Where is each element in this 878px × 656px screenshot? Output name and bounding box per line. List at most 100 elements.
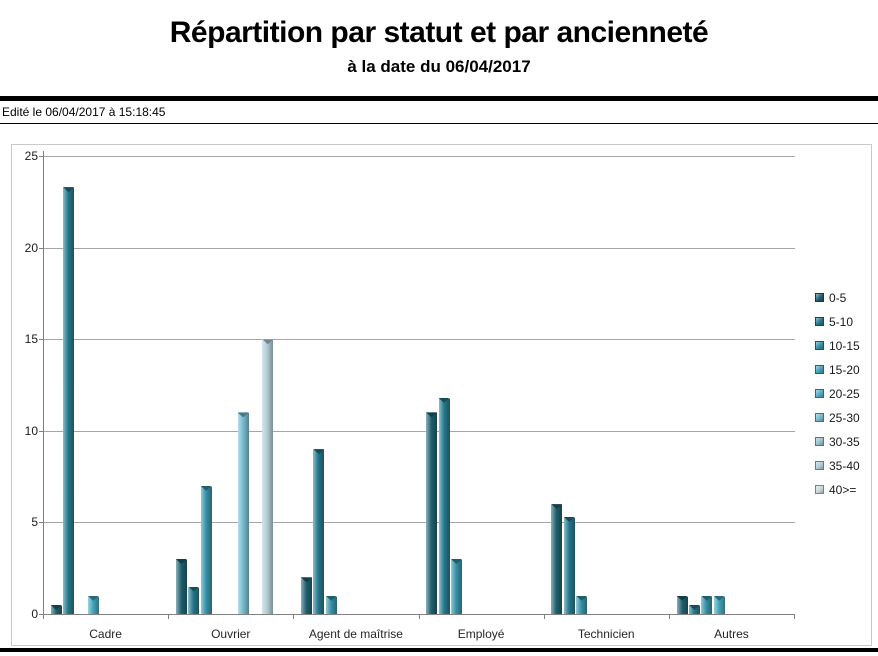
bar-slot-autres-0-5 <box>676 156 688 614</box>
bar-slot-agent-de-maitrise-5-10 <box>313 156 325 614</box>
bar-top-notch <box>313 449 325 455</box>
bar-slot-autres-25-30 <box>738 156 750 614</box>
legend-label: 15-20 <box>829 362 860 377</box>
bar-top-notch <box>87 595 99 601</box>
bar-cadre-0-5 <box>50 604 62 614</box>
bar-slot-technicien-20-25 <box>600 156 612 614</box>
bar-top-notch <box>438 397 450 403</box>
bar-autres-15-20 <box>713 595 725 614</box>
bar-slot-ouvrier-25-30 <box>237 156 249 614</box>
bar-slot-technicien-35-40 <box>637 156 649 614</box>
bar-slot-ouvrier-20-25 <box>225 156 237 614</box>
bar-slot-agent-de-maitrise-25-30 <box>362 156 374 614</box>
bar-slot-cadre-35-40 <box>137 156 149 614</box>
y-tick-mark-25 <box>39 156 44 157</box>
bar-employe-0-5 <box>426 412 438 614</box>
legend-label: 35-40 <box>829 458 860 473</box>
gridline-10 <box>44 430 795 432</box>
y-axis-line <box>43 151 44 615</box>
bar-slot-technicien-15-20 <box>588 156 600 614</box>
bar-ouvrier-10-15 <box>200 485 212 614</box>
bar-autres-0-5 <box>676 595 688 614</box>
legend-label: 25-30 <box>829 410 860 425</box>
x-category-label-autres: Autres <box>714 627 749 641</box>
bar-ouvrier-5-10 <box>188 586 200 614</box>
chart-area: 0 5 10 15 20 25 Cadre Ouvrier Agent de maîtrise… <box>11 144 872 646</box>
bar-ouvrier-25-30 <box>237 412 249 614</box>
bar-agent-de-maitrise-5-10 <box>313 449 325 614</box>
y-tick-mark-15 <box>39 339 44 341</box>
bar-slot-employe-30-35 <box>500 156 512 614</box>
bar-top-notch <box>237 412 249 418</box>
x-tick-mark-2 <box>293 615 295 619</box>
bar-slot-employe-35-40 <box>512 156 524 614</box>
y-tick-label-10: 10 <box>24 423 38 438</box>
bar-slot-employe-15-20 <box>463 156 475 614</box>
bar-slot-ouvrier-5-10 <box>188 156 200 614</box>
bar-slot-cadre-15-20 <box>87 156 99 614</box>
x-tick-mark-6 <box>794 615 795 619</box>
legend-swatch-icon <box>815 389 824 398</box>
bar-autres-10-15 <box>701 595 713 614</box>
x-category-label-technicien: Technicien <box>577 627 635 641</box>
bar-slot-autres-40 <box>775 156 787 614</box>
bar-slot-agent-de-maitrise-40 <box>399 156 411 614</box>
bar-slot-agent-de-maitrise-15-20 <box>337 156 349 614</box>
legend-item-15-20: 15-20 <box>815 362 860 377</box>
bar-slot-autres-10-15 <box>701 156 713 614</box>
legend-swatch-icon <box>815 365 824 374</box>
bar-slot-autres-35-40 <box>762 156 774 614</box>
bar-slot-ouvrier-30-35 <box>249 156 261 614</box>
y-tick-label-15: 15 <box>24 332 38 347</box>
category-group-technicien <box>544 156 669 614</box>
bar-slot-agent-de-maitrise-0-5 <box>300 156 313 614</box>
bar-technicien-10-15 <box>576 595 588 614</box>
page-subtitle: à la date du 06/04/2017 <box>347 57 531 76</box>
bar-top-notch <box>576 595 588 601</box>
bar-slot-ouvrier-40 <box>274 156 286 614</box>
bar-slot-agent-de-maitrise-35-40 <box>387 156 399 614</box>
bar-technicien-0-5 <box>551 504 563 614</box>
legend-swatch-icon <box>815 461 824 470</box>
legend-label: 10-15 <box>829 338 860 353</box>
bar-slot-ouvrier-0-5 <box>175 156 187 614</box>
bar-slot-ouvrier-35-40 <box>262 156 274 614</box>
bar-cadre-5-10 <box>63 187 75 614</box>
bar-top-notch <box>175 559 187 565</box>
bar-slot-cadre-30-35 <box>124 156 136 614</box>
chart-legend: 0-5 5-10 10-15 15-20 20-25 25-30 30-35 35-40 40>… <box>815 291 860 508</box>
page-title: Répartition par statut et par ancienneté <box>169 16 709 49</box>
bar-slot-agent-de-maitrise-20-25 <box>350 156 362 614</box>
bar-top-notch <box>301 577 313 583</box>
bar-slot-cadre-5-10 <box>62 156 75 614</box>
footer-divider <box>0 648 878 652</box>
bar-technicien-5-10 <box>563 516 575 614</box>
legend-label: 5-10 <box>829 314 854 329</box>
bar-cadre-15-20 <box>87 595 99 614</box>
legend-item-20-25: 20-25 <box>815 387 860 401</box>
x-category-label-cadre: Cadre <box>89 627 122 641</box>
bar-slot-employe-25-30 <box>487 156 499 614</box>
bar-slot-technicien-30-35 <box>625 156 637 614</box>
legend-swatch-icon <box>815 485 824 494</box>
bar-top-notch <box>563 516 575 522</box>
plot-area <box>43 156 794 614</box>
bar-agent-de-maitrise-0-5 <box>301 577 313 614</box>
bar-slot-cadre-0-5 <box>50 156 62 614</box>
bar-slot-employe-0-5 <box>426 156 438 614</box>
header-divider <box>0 96 878 101</box>
gridline-15 <box>44 339 795 341</box>
x-category-label-agent-de-maitrise: Agent de maîtrise <box>308 627 403 641</box>
legend-swatch-icon <box>815 413 824 422</box>
legend-item-30-35: 30-35 <box>815 435 860 449</box>
category-group-ouvrier <box>168 156 293 614</box>
legend-swatch-icon <box>815 293 824 302</box>
x-axis-line <box>43 614 795 615</box>
bar-top-notch <box>63 187 75 193</box>
category-group-cadre <box>43 156 168 614</box>
category-group-autres <box>669 156 794 614</box>
bar-top-notch <box>200 485 212 491</box>
bar-ouvrier-0-5 <box>175 559 187 614</box>
y-tick-mark-0 <box>39 614 44 615</box>
